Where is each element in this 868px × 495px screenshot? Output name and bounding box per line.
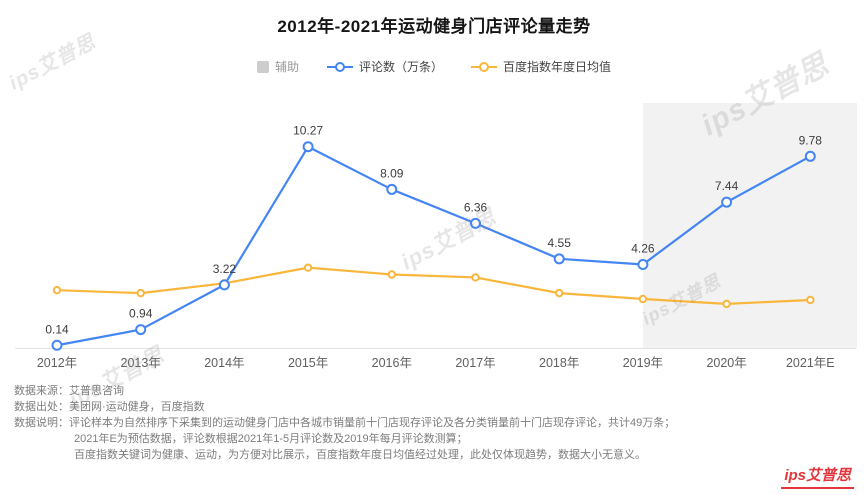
x-tick-label: 2019年 xyxy=(623,356,663,370)
highlight-region xyxy=(642,103,857,348)
data-point[interactable] xyxy=(638,294,648,304)
aux-swatch-icon xyxy=(256,60,269,73)
data-point[interactable] xyxy=(135,324,147,336)
data-note-line-1: 数据说明：评论样本为自然排序下采集到的运动健身门店中各城市销量前十门店现存评论及… xyxy=(14,417,676,429)
x-tick-label: 2013年 xyxy=(121,356,161,370)
page-title: 2012年-2021年运动健身门店评论量走势 xyxy=(277,17,591,36)
legend: 辅助 评论数（万条） 百度指数年度日均值 xyxy=(0,58,868,75)
x-tick-label: 2020年 xyxy=(706,356,746,370)
data-point[interactable] xyxy=(302,141,314,153)
value-label: 0.94 xyxy=(129,307,153,321)
legend-comments-label: 评论数（万条） xyxy=(358,60,443,74)
data-source-line: 数据来源：艾普思咨询 xyxy=(14,385,124,397)
trend-line-chart: 0.14 0.94 3.22 10.27 8.09 6.36 4.55 4.26 7.44 9.7… xyxy=(15,103,857,370)
footer-notes: 数据来源：艾普思咨询 数据出处：美团网·运动健身，百度指数 数据说明：评论样本为… xyxy=(14,383,778,463)
data-point[interactable] xyxy=(387,270,396,279)
data-point[interactable] xyxy=(218,279,230,291)
x-tick-label: 2016年 xyxy=(372,356,412,370)
yellow-line-marker-icon xyxy=(471,61,497,72)
data-point[interactable] xyxy=(806,295,815,305)
value-label: 7.44 xyxy=(715,179,739,193)
data-point[interactable] xyxy=(303,263,313,272)
data-point[interactable] xyxy=(553,253,565,265)
value-label: 3.22 xyxy=(213,262,237,276)
data-point[interactable] xyxy=(637,259,649,271)
legend-item-aux[interactable]: 辅助 xyxy=(256,58,299,75)
x-tick-label: 2017年 xyxy=(455,356,495,370)
series-line xyxy=(56,145,811,347)
legend-item-comments[interactable]: 评论数（万条） xyxy=(326,58,443,75)
data-point[interactable] xyxy=(136,288,145,298)
series-line xyxy=(56,266,811,305)
value-label: 4.26 xyxy=(631,242,655,256)
data-point[interactable] xyxy=(470,217,481,229)
data-note-line-3: 百度指数关键词为健康、运动，为方便对比展示，百度指数年度日均值经过处理，此处仅体… xyxy=(74,449,646,461)
data-point[interactable] xyxy=(804,150,816,162)
x-tick-label: 2012年 xyxy=(37,356,77,370)
x-tick-label: 2018年 xyxy=(539,356,579,370)
value-label: 10.27 xyxy=(293,124,323,138)
blue-line-marker-icon xyxy=(326,61,353,72)
data-point[interactable] xyxy=(722,299,731,309)
value-label: 9.78 xyxy=(799,133,823,147)
data-point[interactable] xyxy=(721,196,733,208)
data-point[interactable] xyxy=(386,183,398,195)
legend-item-baidu-index[interactable]: 百度指数年度日均值 xyxy=(471,58,611,75)
brand-logo: ips艾普思 xyxy=(781,464,854,489)
x-tick-label: 2015年 xyxy=(288,356,328,370)
value-label: 6.36 xyxy=(464,200,488,214)
data-origin-line: 数据出处：美团网·运动健身，百度指数 xyxy=(14,401,205,413)
legend-aux-label: 辅助 xyxy=(274,60,299,74)
x-tick-label: 2021年E xyxy=(786,356,835,370)
data-point[interactable] xyxy=(555,288,564,298)
data-note-line-2: 2021年E为预估数据，评论数根据2021年1-5月评论数及2019年每月评论数… xyxy=(74,433,468,445)
data-point[interactable] xyxy=(471,273,480,282)
legend-baidu-label: 百度指数年度日均值 xyxy=(503,60,612,74)
value-label: 4.55 xyxy=(548,236,572,250)
data-point[interactable] xyxy=(52,285,62,295)
value-label: 8.09 xyxy=(380,166,404,180)
data-point[interactable] xyxy=(51,339,63,351)
value-label: 0.14 xyxy=(45,322,69,336)
x-tick-label: 2014年 xyxy=(204,356,244,370)
